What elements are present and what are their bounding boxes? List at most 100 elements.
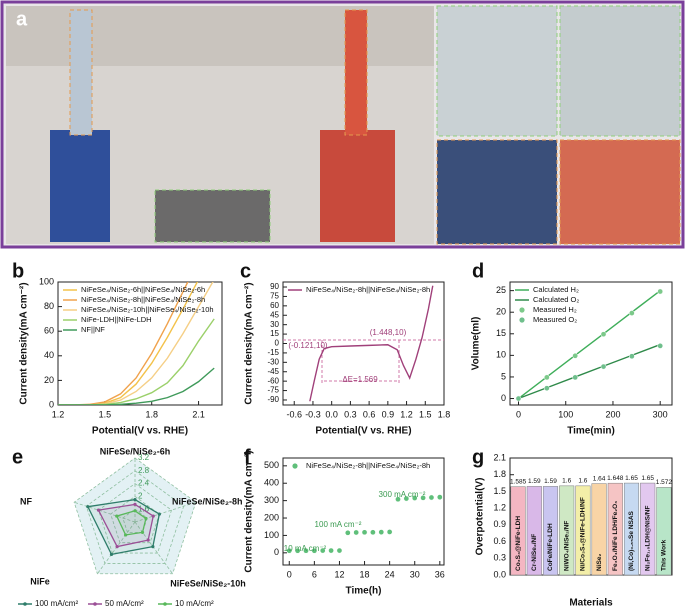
y-tick-label: 10 <box>496 350 506 360</box>
data-point <box>294 547 301 554</box>
y-tick-label: 80 <box>44 301 54 311</box>
x-tick-label: 0.0 <box>325 409 338 419</box>
bar <box>591 483 607 576</box>
data-point <box>411 495 418 501</box>
legend-label: NiFeSe₄/NiSe₂-8h||NiFeSe₄/NiSe₂-8h <box>306 461 430 470</box>
y-tick-label: 75 <box>270 292 279 301</box>
legend-label: Calculated H₂ <box>533 285 579 294</box>
radar-point <box>115 514 119 518</box>
y-axis-label: Current density(mA cm⁻²) <box>244 450 255 572</box>
y-tick-label: 100 <box>39 276 54 286</box>
x-tick-label: 30 <box>410 569 420 579</box>
value-label: 1.59 <box>528 478 541 485</box>
legend-swatch <box>93 602 97 606</box>
y-tick-label: 30 <box>270 320 279 329</box>
photo-inset <box>559 139 681 245</box>
value-label: 1.572 <box>656 479 673 486</box>
radar-point <box>115 544 119 549</box>
y-tick-label: 60 <box>270 301 279 310</box>
x-tick-label: 0.6 <box>363 409 376 419</box>
value-label: 1.65 <box>625 475 638 482</box>
x-tick-label: 0.3 <box>344 409 357 419</box>
legend-label: 100 mA/cm² <box>35 599 78 608</box>
x-tick-label: 0 <box>287 569 292 579</box>
x-tick-label: 1.5 <box>419 409 432 419</box>
y-tick-label: 2.1 <box>493 452 506 462</box>
axis-label: NiFeSe/NiSe₂-10h <box>170 578 246 588</box>
y-axis-label: Current density(mA cm⁻²) <box>244 282 255 404</box>
axis-label: NiFe <box>30 576 50 586</box>
plot-area <box>286 494 443 554</box>
bar <box>623 482 640 576</box>
radar-axis <box>97 521 136 575</box>
value-label: 1.65 <box>641 475 654 482</box>
y-tick-label: 0 <box>275 339 280 348</box>
x-axis-label: Potential(V vs. RHE) <box>315 426 411 437</box>
radial-tick-label: 2 <box>138 492 143 501</box>
legend-label: Measured O₂ <box>533 315 577 324</box>
radial-tick-label: 2.8 <box>138 466 150 475</box>
y-tick-label: -75 <box>267 386 279 395</box>
x-tick-label: 0.9 <box>382 409 395 419</box>
data-point <box>543 374 550 381</box>
x-tick-label: 1.8 <box>145 409 158 419</box>
x-tick-label: 0 <box>516 409 521 419</box>
bar <box>656 487 672 576</box>
radar-axis <box>134 521 173 575</box>
value-label: 1.59 <box>544 478 557 485</box>
y-tick-label: 0 <box>274 547 279 557</box>
y-tick-label: -30 <box>267 357 279 366</box>
category-label: Co₃S₄@NiFe-LDH <box>515 516 522 571</box>
annotation: 10 mA cm⁻² <box>284 544 327 553</box>
data-point <box>353 529 360 536</box>
legend-label: NiFeSe₄/NiSe₂-8h||NiFeSe₄/NiSe₂-8h <box>306 285 430 294</box>
data-line <box>58 318 215 405</box>
plot-area <box>515 288 664 402</box>
bar <box>575 485 591 576</box>
y-tick-label: 0.6 <box>493 536 506 546</box>
legend-label: 50 mA/cm² <box>105 599 144 608</box>
x-tick-label: 36 <box>435 569 445 579</box>
radar-point <box>96 508 101 512</box>
x-tick-label: -0.3 <box>305 409 321 419</box>
radar-point <box>133 502 137 506</box>
category-label: Ni/Co₃S₄@NiFe-LDH/NF <box>580 497 587 571</box>
y-tick-label: 15 <box>270 329 279 338</box>
plot-area <box>58 282 215 405</box>
electrolyzer <box>154 189 271 243</box>
y-tick-label: -90 <box>267 395 279 404</box>
radar-series <box>115 510 147 536</box>
y-tick-label: 45 <box>270 310 279 319</box>
y-tick-label: 40 <box>44 350 54 360</box>
x-tick-label: 200 <box>605 409 620 419</box>
y-tick-label: 0.3 <box>493 553 506 563</box>
data-point <box>344 529 351 536</box>
y-tick-label: -15 <box>267 348 279 357</box>
category-label: Ni₂Fe₁.₅LDH@NiS/NF <box>644 506 651 571</box>
radar-point <box>146 538 150 542</box>
legend-swatch <box>292 463 298 469</box>
plot-frame <box>509 457 673 576</box>
data-point <box>600 331 607 338</box>
y-tick-label: 60 <box>44 326 54 336</box>
panel-label: e <box>12 446 23 468</box>
x-tick-label: 1.5 <box>99 409 112 419</box>
data-point <box>515 395 522 402</box>
x-tick-label: 2.1 <box>192 409 205 419</box>
x-tick-label: 24 <box>385 569 395 579</box>
y-tick-label: 20 <box>496 307 506 317</box>
axis-label: NiFeSe/NiSe₂-6h <box>100 446 171 456</box>
y-tick-label: 1.8 <box>493 469 506 479</box>
bar <box>510 486 526 576</box>
legend-label: NiFeSe₄/NiSe₂-6h||NiFeSe₄/NiSe₂-6h <box>81 285 205 294</box>
data-point <box>378 529 385 535</box>
x-tick-label: 18 <box>360 569 370 579</box>
data-point <box>370 529 376 536</box>
legend-label: Calculated O₂ <box>533 295 579 304</box>
y-tick-label: -45 <box>267 367 279 376</box>
bar <box>526 486 542 576</box>
category-label: This Work <box>661 539 668 571</box>
legend-swatch <box>519 307 525 313</box>
data-point <box>303 547 309 554</box>
y-tick-label: 0 <box>501 393 506 403</box>
